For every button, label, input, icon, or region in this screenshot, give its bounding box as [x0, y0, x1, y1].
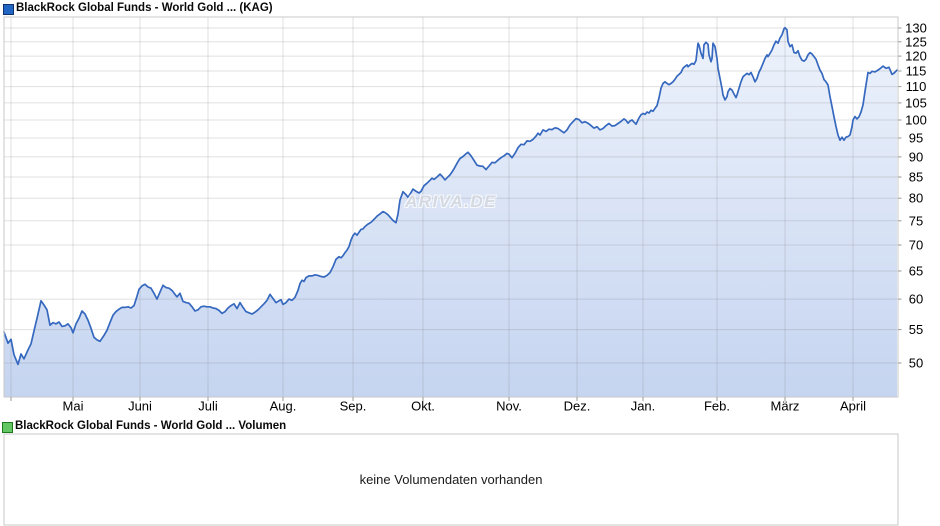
area-fill [4, 27, 897, 397]
volume-chart-title: BlackRock Global Funds - World Gold ... … [15, 420, 287, 432]
x-axis-label: Okt. [411, 399, 435, 414]
price-line [3, 26, 898, 366]
y-axis-label: 100 [905, 113, 927, 128]
volume-series-marker-icon [2, 422, 13, 433]
x-axis-label: April [840, 399, 866, 414]
x-axis-label: Juni [128, 399, 152, 414]
chart-title: BlackRock Global Funds - World Gold ... … [16, 2, 273, 14]
x-axis-label: März [771, 399, 800, 414]
price-series-marker-icon [3, 4, 14, 15]
y-axis-label: 105 [905, 95, 927, 110]
y-axis-label: 95 [909, 131, 923, 146]
x-axis-label: Dez. [564, 399, 591, 414]
y-axis-label: 120 [905, 49, 927, 64]
y-axis-label: 125 [905, 34, 927, 49]
volume-panel-frame [3, 433, 899, 526]
x-axis-label: Mai [63, 399, 84, 414]
y-axis-label: 65 [909, 264, 923, 279]
y-axis-label: 50 [909, 356, 923, 371]
y-axis-label: 130 [905, 21, 927, 36]
y-axis-label: 115 [906, 64, 927, 79]
y-axis-label: 80 [909, 191, 923, 206]
no-volume-data-message: keine Volumendaten vorhanden [359, 472, 543, 487]
x-axis-label: Nov. [496, 399, 522, 414]
y-axis-label: 110 [906, 79, 927, 94]
y-axis-label: 70 [909, 238, 923, 253]
x-axis-label: Jan. [631, 399, 656, 414]
x-axis-label: Feb. [704, 399, 730, 414]
y-axis-label: 85 [909, 170, 923, 185]
y-axis-label: 90 [909, 149, 923, 164]
y-axis-label: 55 [909, 322, 923, 337]
x-axis-label: Juli [198, 399, 218, 414]
x-axis-label: Aug. [270, 399, 297, 414]
watermark: ARIVA.DE [405, 192, 497, 211]
y-axis-label: 75 [909, 213, 923, 228]
plot-frame [3, 16, 899, 398]
x-axis-label: Sep. [340, 399, 367, 414]
y-axis-label: 60 [909, 292, 923, 307]
